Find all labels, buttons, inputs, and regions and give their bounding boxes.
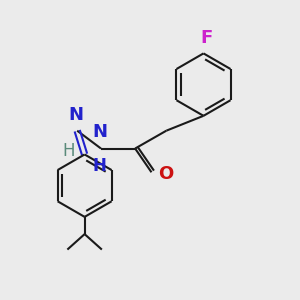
Text: F: F <box>200 29 213 47</box>
Text: H: H <box>92 158 106 175</box>
Text: N: N <box>92 123 107 141</box>
Text: H: H <box>63 142 75 160</box>
Text: N: N <box>68 106 83 124</box>
Text: O: O <box>158 165 173 183</box>
